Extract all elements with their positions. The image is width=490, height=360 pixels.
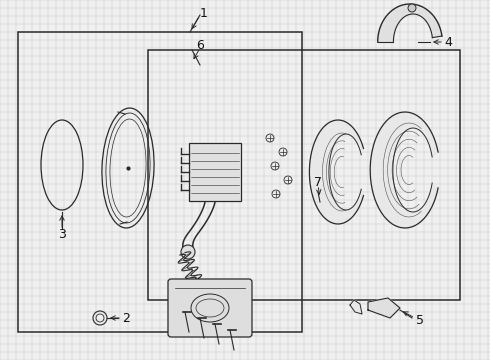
Text: 4: 4 — [444, 36, 452, 49]
Polygon shape — [350, 300, 362, 314]
FancyBboxPatch shape — [168, 279, 252, 337]
Circle shape — [181, 245, 195, 259]
Polygon shape — [309, 120, 364, 224]
Text: 5: 5 — [416, 314, 424, 327]
Text: 1: 1 — [200, 6, 208, 19]
Polygon shape — [368, 298, 400, 318]
Text: 3: 3 — [58, 228, 66, 240]
FancyBboxPatch shape — [189, 143, 241, 201]
Polygon shape — [370, 112, 438, 228]
Text: 2: 2 — [122, 311, 130, 324]
Circle shape — [408, 4, 416, 12]
Bar — [18, 32, 302, 332]
Text: 6: 6 — [196, 39, 204, 51]
Text: 7: 7 — [314, 176, 322, 189]
Polygon shape — [378, 4, 442, 42]
Bar — [148, 50, 460, 300]
